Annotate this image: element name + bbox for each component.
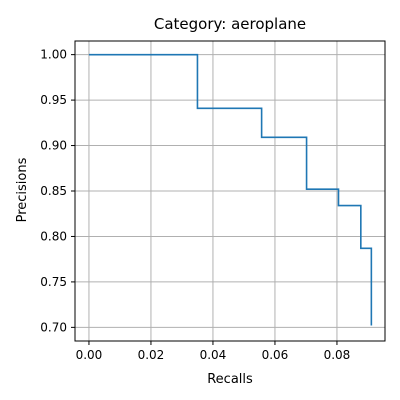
precision-recall-line — [88, 53, 373, 326]
y-axis-label: Precisions — [15, 157, 30, 222]
y-tick-label: 1.00 — [40, 48, 67, 62]
series-layer — [88, 53, 373, 326]
y-tick-label: 0.75 — [40, 275, 67, 289]
y-tick-label: 0.80 — [40, 229, 67, 243]
x-tick-label: 0.00 — [76, 348, 103, 362]
x-axis-label: Recalls — [207, 372, 253, 387]
x-tick-label: 0.08 — [324, 348, 351, 362]
y-tick-label: 0.95 — [40, 93, 67, 107]
x-tick-label: 0.02 — [138, 348, 165, 362]
y-tick-label: 0.90 — [40, 139, 67, 153]
y-tick-label: 0.70 — [40, 320, 67, 334]
chart-title: Category: aeroplane — [154, 15, 306, 33]
x-tick-label: 0.04 — [200, 348, 227, 362]
tick-layer: 0.00 0.02 0.04 0.06 0.08 0.70 0.75 0.80 0.85 0.90… — [40, 48, 350, 362]
y-tick-label: 0.85 — [40, 184, 67, 198]
x-tick-label: 0.06 — [262, 348, 289, 362]
